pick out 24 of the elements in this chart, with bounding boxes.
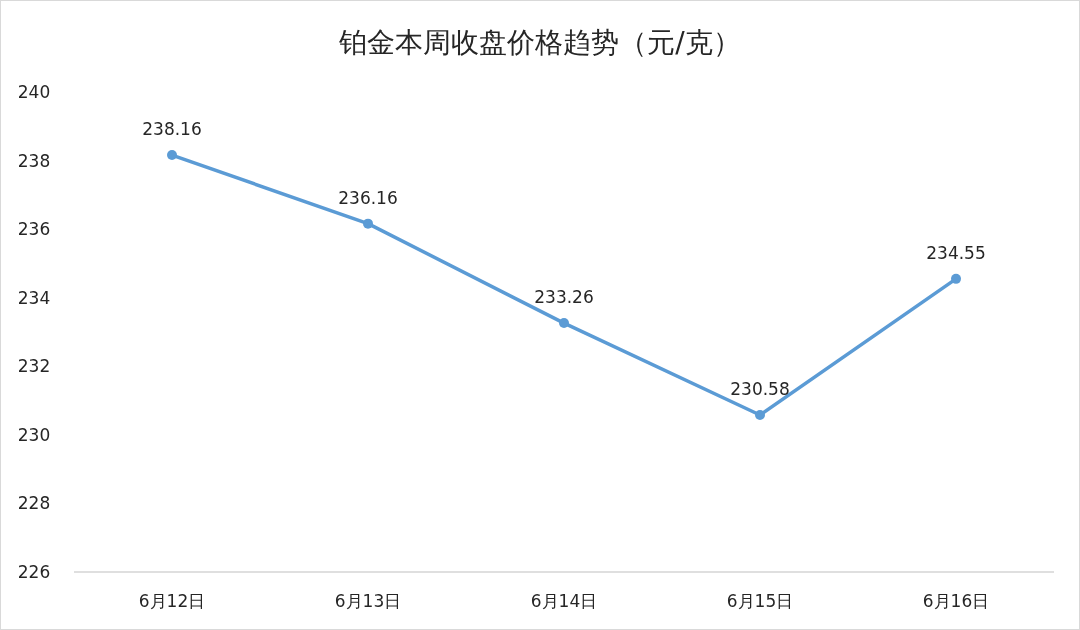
data-label: 230.58 [730, 378, 790, 399]
x-tick-label: 6月13日 [334, 591, 402, 611]
chart-title: 铂金本周收盘价格趋势（元/克） [338, 26, 741, 59]
point [559, 318, 569, 329]
data-label: 238.16 [142, 119, 202, 140]
y-tick-label: 228 [17, 493, 51, 514]
x-tick-label: 6月12日 [138, 591, 206, 611]
y-tick-label: 240 [17, 82, 51, 102]
x-tick-label: 6月15日 [726, 591, 794, 611]
data-label: 233.26 [534, 287, 594, 308]
point [755, 409, 765, 420]
data-label: 236.16 [338, 187, 398, 208]
y-tick-label: 234 [17, 287, 51, 308]
y-tick-label: 230 [17, 424, 51, 445]
x-tick-label: 6月16日 [922, 591, 990, 611]
y-tick-label: 236 [17, 219, 51, 240]
x-tick-label: 6月14日 [530, 591, 598, 611]
point [951, 273, 961, 284]
data-label: 234.55 [926, 242, 986, 263]
y-tick-label: 232 [17, 356, 51, 377]
point [167, 150, 177, 161]
y-tick-label: 226 [17, 562, 51, 582]
point [363, 218, 373, 229]
y-tick-label: 238 [17, 150, 51, 171]
